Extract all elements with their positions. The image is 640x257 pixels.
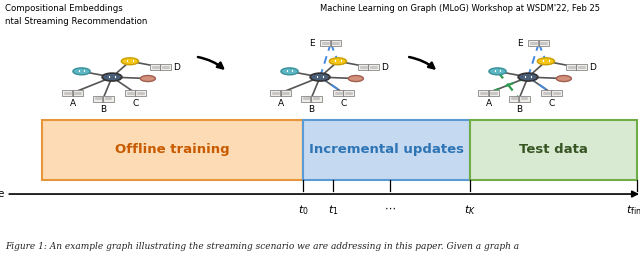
FancyBboxPatch shape: [72, 90, 83, 96]
Circle shape: [73, 68, 90, 75]
Text: D: D: [173, 62, 180, 71]
Text: A: A: [278, 99, 284, 108]
Text: C: C: [132, 99, 138, 108]
Text: ntal Streaming Recommendation: ntal Streaming Recommendation: [5, 17, 147, 26]
FancyBboxPatch shape: [320, 40, 332, 46]
Text: $t_K$: $t_K$: [464, 203, 476, 217]
Text: $t_{\rm final}$: $t_{\rm final}$: [625, 203, 640, 217]
FancyBboxPatch shape: [310, 96, 321, 102]
FancyBboxPatch shape: [518, 96, 529, 102]
FancyBboxPatch shape: [566, 64, 577, 70]
FancyBboxPatch shape: [368, 64, 379, 70]
FancyBboxPatch shape: [576, 64, 587, 70]
FancyBboxPatch shape: [280, 90, 291, 96]
Text: Compositional Embeddings: Compositional Embeddings: [5, 4, 123, 13]
Circle shape: [281, 68, 298, 75]
FancyBboxPatch shape: [270, 90, 281, 96]
Text: B: B: [100, 105, 106, 114]
Circle shape: [348, 76, 364, 81]
FancyBboxPatch shape: [342, 90, 354, 96]
Text: Time: Time: [0, 189, 4, 199]
Circle shape: [518, 73, 538, 81]
Text: E: E: [517, 39, 523, 48]
Circle shape: [556, 76, 572, 81]
Circle shape: [330, 58, 346, 65]
Text: D: D: [589, 62, 596, 71]
FancyBboxPatch shape: [488, 90, 499, 96]
Text: $\cdots$: $\cdots$: [384, 203, 396, 213]
Text: E: E: [309, 39, 315, 48]
FancyBboxPatch shape: [509, 96, 520, 102]
FancyBboxPatch shape: [134, 90, 146, 96]
Text: $t_1$: $t_1$: [328, 203, 339, 217]
FancyBboxPatch shape: [102, 96, 113, 102]
FancyBboxPatch shape: [538, 40, 549, 46]
Text: C: C: [340, 99, 346, 108]
Text: B: B: [516, 105, 522, 114]
Text: D: D: [381, 62, 388, 71]
Circle shape: [122, 58, 138, 65]
Text: Incremental updates: Incremental updates: [309, 143, 464, 156]
Text: C: C: [548, 99, 554, 108]
Circle shape: [489, 68, 506, 75]
FancyBboxPatch shape: [62, 90, 73, 96]
FancyBboxPatch shape: [528, 40, 540, 46]
FancyBboxPatch shape: [93, 96, 104, 102]
Circle shape: [102, 73, 122, 81]
Text: A: A: [486, 99, 492, 108]
Text: Figure 1: An example graph illustrating the streaming scenario we are addressing: Figure 1: An example graph illustrating …: [5, 242, 519, 251]
FancyBboxPatch shape: [541, 90, 552, 96]
FancyBboxPatch shape: [358, 64, 369, 70]
FancyBboxPatch shape: [330, 40, 341, 46]
Circle shape: [538, 58, 554, 65]
Text: B: B: [308, 105, 314, 114]
FancyBboxPatch shape: [150, 64, 161, 70]
FancyBboxPatch shape: [470, 120, 637, 180]
Text: Test data: Test data: [519, 143, 588, 156]
FancyBboxPatch shape: [125, 90, 136, 96]
FancyBboxPatch shape: [160, 64, 171, 70]
Circle shape: [310, 73, 330, 81]
Text: $t_0$: $t_0$: [298, 203, 309, 217]
Text: Offline training: Offline training: [115, 143, 230, 156]
Text: Machine Learning on Graph (MLoG) Workshop at WSDM'22, Feb 25: Machine Learning on Graph (MLoG) Worksho…: [320, 4, 600, 13]
Text: A: A: [70, 99, 76, 108]
FancyBboxPatch shape: [333, 90, 344, 96]
FancyBboxPatch shape: [301, 96, 312, 102]
FancyBboxPatch shape: [303, 120, 470, 180]
FancyBboxPatch shape: [478, 90, 489, 96]
FancyBboxPatch shape: [42, 120, 303, 180]
Circle shape: [140, 76, 156, 81]
FancyBboxPatch shape: [550, 90, 562, 96]
